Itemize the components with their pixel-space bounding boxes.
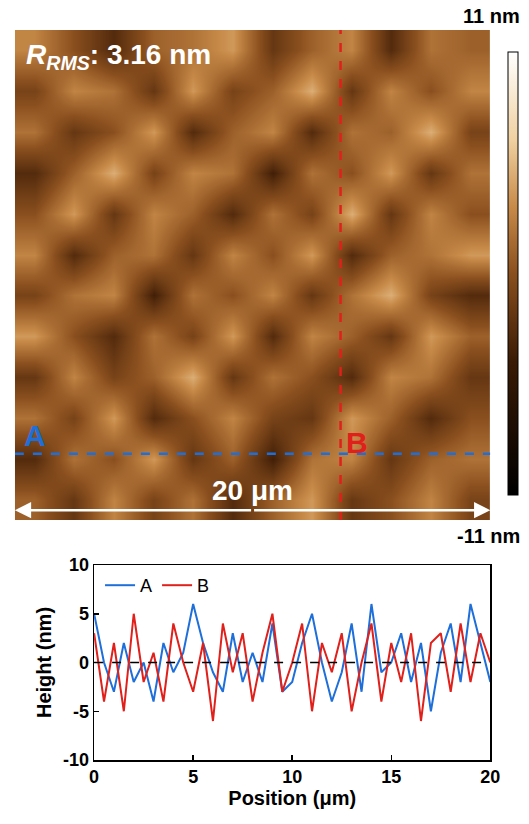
- svg-text:A: A: [24, 419, 46, 452]
- svg-text:5: 5: [188, 767, 198, 787]
- svg-text:20 μm: 20 μm: [212, 475, 293, 506]
- svg-text:20: 20: [480, 767, 500, 787]
- svg-text:0: 0: [89, 767, 99, 787]
- svg-text:Height (nm): Height (nm): [33, 607, 55, 718]
- svg-text:5: 5: [79, 604, 89, 624]
- svg-text:R​RMS​: 3.16 nm: R​RMS​: 3.16 nm: [26, 39, 211, 74]
- svg-text:0: 0: [79, 653, 89, 673]
- svg-text:A: A: [140, 576, 152, 596]
- svg-text:Position (μm): Position (μm): [228, 787, 356, 809]
- svg-text:10: 10: [69, 555, 89, 575]
- svg-text:B: B: [197, 576, 209, 596]
- svg-text:-11 nm: -11 nm: [457, 525, 520, 547]
- svg-text:10: 10: [282, 767, 302, 787]
- svg-text:-5: -5: [73, 702, 89, 722]
- svg-text:15: 15: [381, 767, 401, 787]
- svg-text:11 nm: 11 nm: [463, 5, 520, 27]
- svg-text:-10: -10: [63, 750, 89, 770]
- svg-text:B: B: [346, 426, 368, 459]
